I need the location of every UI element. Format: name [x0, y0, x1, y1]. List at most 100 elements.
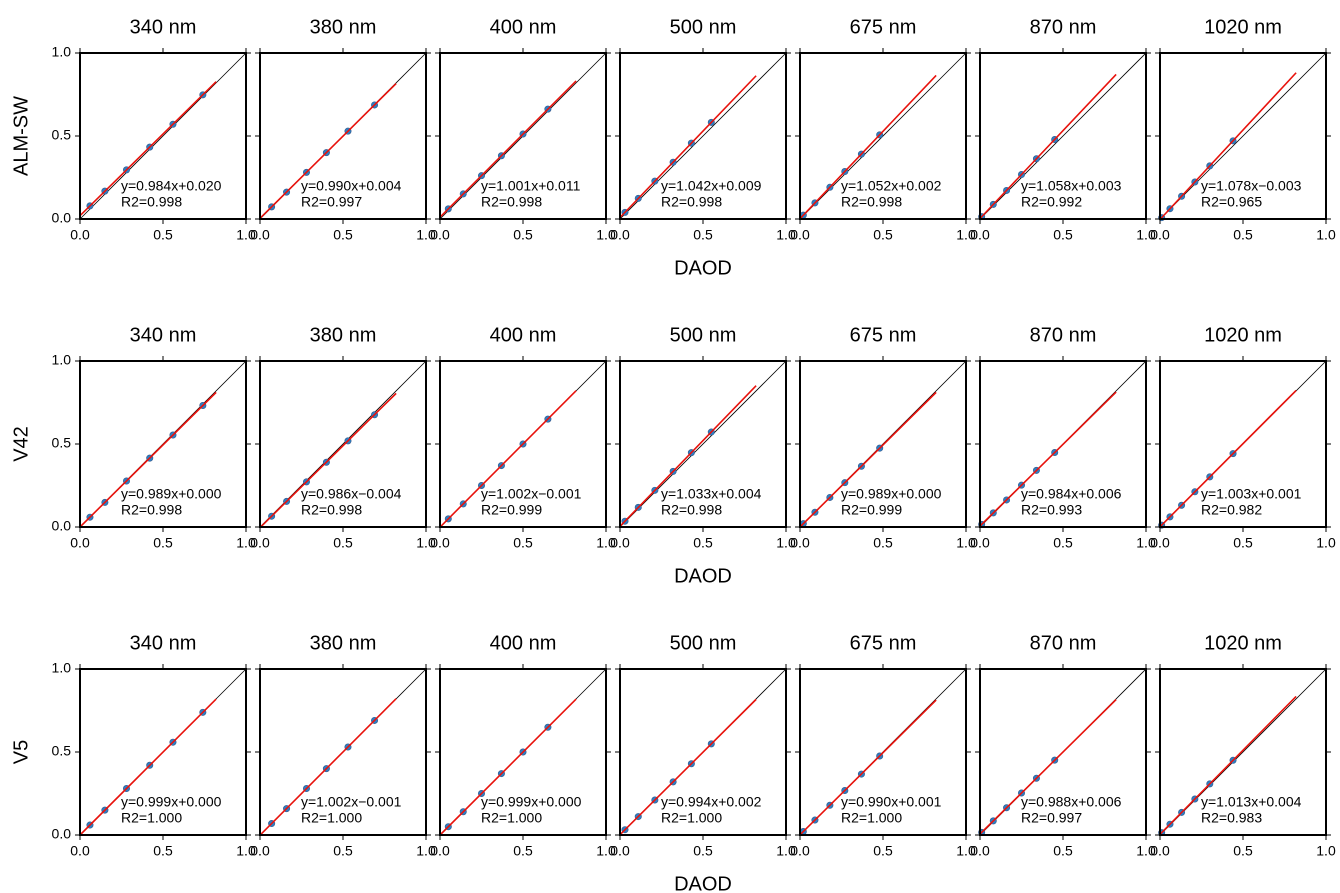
x-tick-label: 0.0: [250, 535, 270, 551]
r2-label: R2=0.999: [841, 502, 902, 518]
fit-line: [79, 391, 217, 528]
panel-title: 675 nm: [850, 324, 917, 346]
x-tick-label: 1.0: [236, 227, 256, 243]
one-to-one-line: [799, 52, 967, 220]
x-tick-label: 0.0: [430, 227, 450, 243]
y-tick-label: 1.0: [52, 660, 72, 676]
panel-title: 870 nm: [1030, 16, 1097, 38]
fit-equation: y=0.989x+0.000: [121, 486, 222, 502]
fit-line: [799, 699, 937, 836]
fit-line: [619, 698, 757, 836]
fit-equation: y=0.984x+0.020: [121, 178, 222, 194]
fit-line: [259, 392, 397, 529]
panel-title: 340 nm: [130, 632, 197, 654]
y-tick-label: 1.0: [52, 352, 72, 368]
x-tick-label: 0.0: [790, 535, 810, 551]
x-tick-label: 0.5: [873, 843, 893, 859]
r2-label: R2=0.998: [661, 194, 722, 210]
r2-label: R2=0.998: [481, 194, 542, 210]
panel-title: 500 nm: [670, 632, 737, 654]
y-axis-label: V42: [10, 426, 32, 462]
x-tick-label: 0.5: [333, 227, 353, 243]
fit-equation: y=1.002x−0.001: [301, 794, 402, 810]
x-tick-label: 0.0: [1150, 227, 1170, 243]
panel-title: 500 nm: [670, 16, 737, 38]
x-tick-label: 0.5: [153, 843, 173, 859]
x-tick-label: 0.5: [333, 535, 353, 551]
x-tick-label: 0.0: [790, 843, 810, 859]
fit-line: [259, 698, 397, 836]
r2-label: R2=0.998: [121, 194, 182, 210]
fit-line: [619, 385, 757, 527]
r2-label: R2=1.000: [481, 810, 542, 826]
x-axis-label: DAOD: [674, 873, 732, 893]
fit-line: [439, 80, 577, 218]
y-tick-label: 0.0: [52, 210, 72, 226]
x-tick-label: 0.5: [513, 535, 533, 551]
r2-label: R2=0.997: [301, 194, 362, 210]
r2-label: R2=1.000: [661, 810, 722, 826]
y-tick-label: 0.5: [52, 127, 72, 143]
y-tick-label: 0.5: [52, 743, 72, 759]
x-tick-label: 1.0: [596, 227, 616, 243]
x-tick-label: 1.0: [236, 843, 256, 859]
panel-title: 400 nm: [490, 632, 557, 654]
x-tick-label: 1.0: [416, 227, 436, 243]
fit-equation: y=0.990x+0.004: [301, 178, 402, 194]
x-tick-label: 0.5: [513, 227, 533, 243]
panel-title: 340 nm: [130, 16, 197, 38]
x-tick-label: 0.0: [430, 535, 450, 551]
x-tick-label: 1.0: [416, 843, 436, 859]
panel-title: 380 nm: [310, 632, 377, 654]
y-tick-label: 1.0: [52, 44, 72, 60]
x-tick-label: 1.0: [1316, 843, 1336, 859]
fit-line: [1159, 389, 1297, 528]
x-axis-label: DAOD: [674, 257, 732, 279]
r2-label: R2=0.998: [841, 194, 902, 210]
x-tick-label: 0.0: [970, 843, 990, 859]
panel-title: 675 nm: [850, 632, 917, 654]
r2-label: R2=0.992: [1021, 194, 1082, 210]
x-tick-label: 0.5: [1053, 843, 1073, 859]
x-tick-label: 1.0: [956, 227, 976, 243]
fit-line: [799, 391, 937, 528]
x-tick-label: 1.0: [776, 227, 796, 243]
y-tick-label: 0.0: [52, 826, 72, 842]
fit-line: [979, 391, 1117, 527]
x-tick-label: 1.0: [956, 535, 976, 551]
r2-label: R2=0.998: [121, 502, 182, 518]
x-tick-label: 0.5: [693, 227, 713, 243]
x-tick-label: 0.0: [250, 227, 270, 243]
fit-equation: y=1.078x−0.003: [1201, 178, 1302, 194]
x-tick-label: 0.0: [250, 843, 270, 859]
x-tick-label: 1.0: [1136, 535, 1156, 551]
panel-title: 1020 nm: [1204, 632, 1282, 654]
fit-equation: y=0.990x+0.001: [841, 794, 942, 810]
panel-title: 340 nm: [130, 324, 197, 346]
fit-equation: y=1.002x−0.001: [481, 486, 582, 502]
fit-equation: y=1.001x+0.011: [481, 178, 581, 194]
y-axis-label: ALM-SW: [10, 96, 32, 176]
x-tick-label: 0.5: [1053, 227, 1073, 243]
x-tick-label: 0.0: [790, 227, 810, 243]
x-tick-label: 0.0: [610, 535, 630, 551]
fit-equation: y=0.989x+0.000: [841, 486, 942, 502]
fit-equation: y=0.999x+0.000: [481, 794, 582, 810]
x-tick-label: 0.5: [693, 535, 713, 551]
y-tick-label: 0.0: [52, 518, 72, 534]
x-tick-label: 1.0: [1316, 227, 1336, 243]
x-tick-label: 0.5: [693, 843, 713, 859]
x-tick-label: 1.0: [776, 535, 796, 551]
x-tick-label: 0.0: [1150, 535, 1170, 551]
x-tick-label: 0.5: [1233, 227, 1253, 243]
fit-line: [79, 698, 217, 836]
fit-equation: y=0.984x+0.006: [1021, 486, 1122, 502]
x-tick-label: 0.5: [873, 535, 893, 551]
x-tick-label: 1.0: [596, 535, 616, 551]
fit-equation: y=0.994x+0.002: [661, 794, 762, 810]
fit-equation: y=0.986x−0.004: [301, 486, 402, 502]
fit-line: [799, 74, 937, 220]
fit-equation: y=0.999x+0.000: [121, 794, 222, 810]
r2-label: R2=1.000: [301, 810, 362, 826]
fit-equation: y=1.052x+0.002: [841, 178, 942, 194]
